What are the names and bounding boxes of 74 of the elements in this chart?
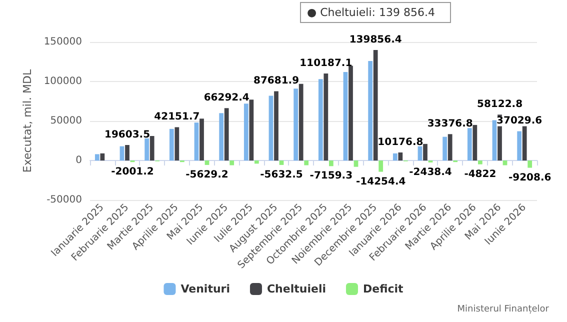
y-tick-label: 0 xyxy=(76,155,82,166)
data-label: 58122.8 xyxy=(476,99,523,110)
data-label: 42151.7 xyxy=(154,112,200,123)
data-label: 33376.8 xyxy=(427,118,473,130)
data-label: -5629.2 xyxy=(186,169,228,180)
data-label: 87681.9 xyxy=(253,76,300,87)
bar xyxy=(279,160,284,165)
bar xyxy=(268,96,274,160)
y-tick-label: 100000 xyxy=(44,76,82,87)
bar xyxy=(348,66,353,160)
bar xyxy=(442,136,448,160)
bar xyxy=(392,153,398,160)
bar xyxy=(324,73,328,160)
data-label: -4822 xyxy=(464,168,496,180)
legend-label: Venituri xyxy=(180,282,230,296)
bar xyxy=(94,154,100,160)
bar xyxy=(368,60,373,160)
bar xyxy=(244,104,248,160)
bar xyxy=(467,128,472,160)
bar xyxy=(174,127,180,160)
bar xyxy=(492,120,497,160)
bar xyxy=(448,134,452,160)
bar xyxy=(230,160,234,166)
y-axis-title: Executat, mil. MDL xyxy=(20,68,34,173)
bar xyxy=(343,72,348,160)
bar xyxy=(354,160,358,167)
data-label: 139856.4 xyxy=(349,34,402,46)
data-label: -2001.2 xyxy=(111,166,154,178)
bar xyxy=(522,124,527,160)
bar xyxy=(219,113,224,160)
bar xyxy=(298,84,304,160)
bar xyxy=(318,79,323,160)
bar xyxy=(200,118,204,160)
bar xyxy=(398,152,403,160)
data-label: 66292.4 xyxy=(204,92,250,104)
data-label: -9208.6 xyxy=(508,172,552,184)
data-label: -7159.3 xyxy=(310,170,353,182)
bar xyxy=(373,50,378,160)
text: Ministerul Finanțelor xyxy=(457,304,550,314)
legend-label: Deficit xyxy=(362,282,404,296)
data-label: 19603.5 xyxy=(104,130,150,141)
bar xyxy=(274,91,278,160)
bar xyxy=(125,145,130,160)
data-label: 37029.6 xyxy=(496,116,542,127)
bar xyxy=(418,146,422,160)
text: ● Cheltuieli: 139 856.4 xyxy=(307,6,435,19)
bar xyxy=(120,146,124,160)
bar xyxy=(194,122,199,160)
legend-label: Cheltuieli xyxy=(266,282,326,296)
bar xyxy=(294,88,298,160)
bar xyxy=(224,108,229,160)
bar xyxy=(204,160,210,165)
bar xyxy=(378,160,384,172)
bar xyxy=(478,160,482,164)
bar xyxy=(249,100,254,160)
bar xyxy=(423,144,428,160)
bar xyxy=(144,138,150,160)
bar xyxy=(254,160,259,164)
bar xyxy=(169,128,174,160)
data-label: -5632.5 xyxy=(260,169,303,180)
y-tick-label: -50000 xyxy=(46,194,82,206)
bar xyxy=(528,160,532,168)
y-tick-label: 50000 xyxy=(50,116,82,126)
y-tick-label: 150000 xyxy=(44,36,82,48)
data-label: 10176.8 xyxy=(378,136,424,148)
bar xyxy=(328,160,334,166)
data-label: -14254.4 xyxy=(356,176,406,188)
bar xyxy=(517,131,522,160)
bar xyxy=(150,136,154,160)
bar xyxy=(304,160,309,166)
bar xyxy=(100,153,105,160)
data-label: -2438.4 xyxy=(409,166,452,178)
bar xyxy=(472,124,478,160)
data-label: 110187.1 xyxy=(300,58,352,69)
